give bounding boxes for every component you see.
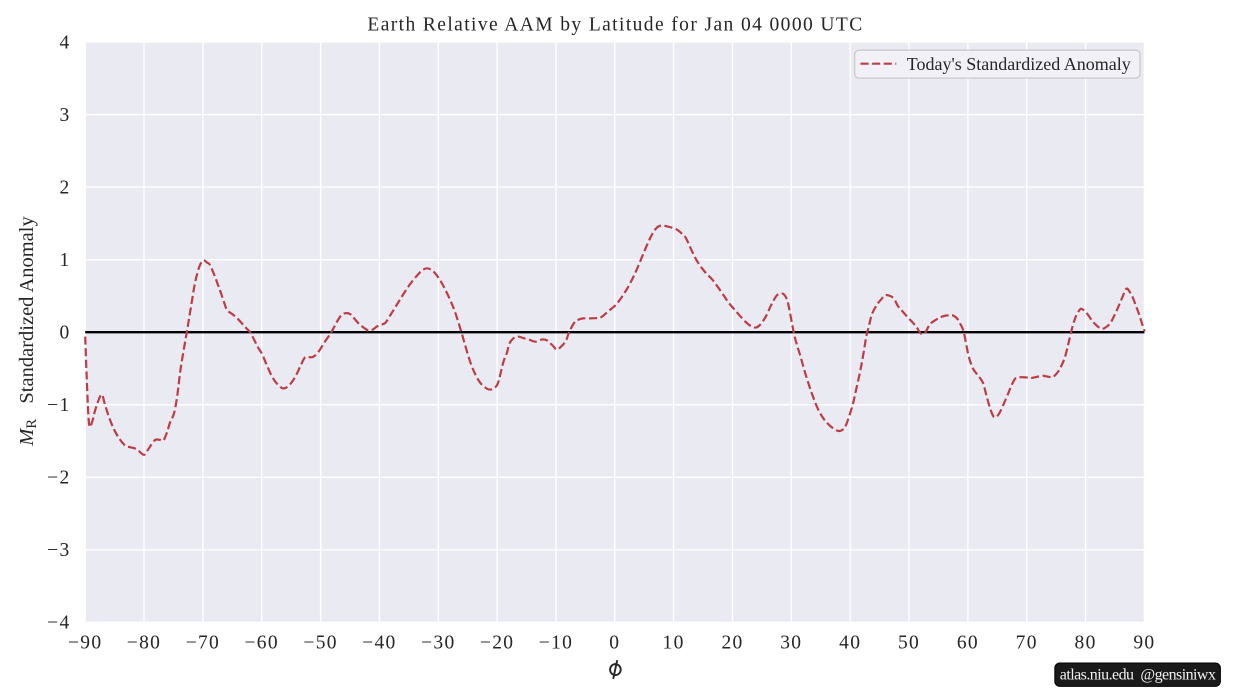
svg-text:Today's Standardized Anomaly: Today's Standardized Anomaly — [907, 54, 1131, 74]
svg-text:60: 60 — [957, 632, 979, 653]
svg-text:−20: −20 — [480, 632, 514, 653]
svg-text:40: 40 — [839, 632, 861, 653]
svg-text:30: 30 — [780, 632, 802, 653]
svg-text:90: 90 — [1133, 632, 1155, 653]
svg-text:−60: −60 — [244, 632, 278, 653]
svg-text:−70: −70 — [186, 632, 220, 653]
svg-text:−4: −4 — [47, 613, 70, 634]
svg-text:Earth Relative AAM by Latitude: Earth Relative AAM by Latitude for Jan 0… — [367, 15, 863, 36]
svg-text:MR Standardized Anomaly: MR Standardized Anomaly — [16, 216, 40, 447]
svg-text:−10: −10 — [539, 632, 573, 653]
svg-text:0: 0 — [59, 323, 70, 344]
svg-text:0: 0 — [609, 632, 620, 653]
svg-text:50: 50 — [898, 632, 920, 653]
svg-text:2: 2 — [59, 177, 70, 198]
svg-text:3: 3 — [59, 105, 70, 126]
svg-text:−1: −1 — [47, 395, 70, 416]
svg-text:−30: −30 — [421, 632, 455, 653]
svg-text:20: 20 — [721, 632, 743, 653]
svg-text:80: 80 — [1075, 632, 1097, 653]
svg-text:−80: −80 — [127, 632, 161, 653]
svg-text:−2: −2 — [47, 468, 70, 489]
svg-text:−40: −40 — [362, 632, 396, 653]
svg-text:4: 4 — [59, 32, 70, 53]
svg-text:−3: −3 — [47, 540, 70, 561]
svg-text:1: 1 — [59, 250, 70, 271]
svg-text:atlas.niu.edu @gensiniwx: atlas.niu.edu @gensiniwx — [1060, 666, 1216, 683]
svg-text:10: 10 — [663, 632, 685, 653]
svg-text:−90: −90 — [68, 632, 102, 653]
svg-text:70: 70 — [1016, 632, 1038, 653]
svg-text:−50: −50 — [303, 632, 337, 653]
